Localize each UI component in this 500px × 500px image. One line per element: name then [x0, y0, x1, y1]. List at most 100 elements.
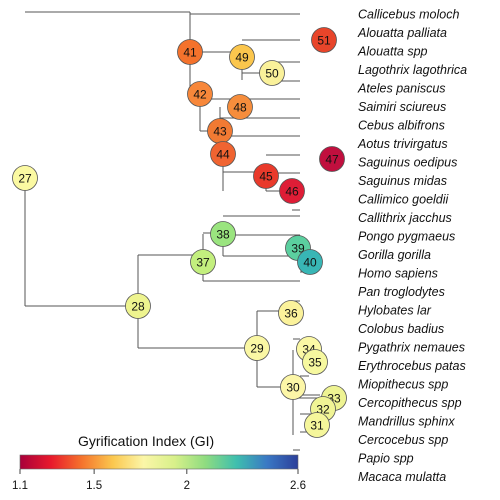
node-label: 44: [216, 148, 230, 162]
node-label: 40: [303, 256, 317, 270]
node-label: 37: [196, 256, 210, 270]
node-label: 38: [216, 228, 230, 242]
taxon-label: Aotus trivirgatus: [357, 137, 448, 151]
taxon-label: Saimiri sciureus: [358, 100, 446, 114]
node-label: 47: [325, 153, 339, 167]
node-label: 28: [131, 300, 145, 314]
tree-node: 48: [227, 94, 253, 120]
taxon-label: Gorilla gorilla: [358, 248, 431, 262]
taxon-label: Callithrix jacchus: [358, 211, 452, 225]
node-circle: [302, 349, 328, 375]
taxon-labels: Callicebus moloch Alouatta palliata Alouat…: [357, 8, 467, 485]
node-label: 49: [235, 51, 249, 65]
taxon-label: Ateles paniscus: [357, 82, 446, 96]
tree-node: 29: [244, 335, 270, 361]
node-circle: [311, 27, 337, 53]
tree-node: 38: [210, 221, 236, 247]
taxon-label: Pygathrix nemaues: [358, 341, 465, 355]
node-label: 48: [233, 101, 247, 115]
taxon-label: Alouatta spp: [357, 45, 428, 59]
tree-node: 49: [229, 44, 255, 70]
node-circle: [253, 163, 279, 189]
node-circle: [244, 335, 270, 361]
taxon-label: Hylobates lar: [358, 304, 432, 318]
legend-tick-label: 2.6: [290, 480, 306, 492]
legend-color-bar: [19, 454, 299, 470]
node-label: 39: [291, 242, 305, 256]
taxon-label: Pan troglodytes: [358, 285, 445, 299]
node-circle: [259, 60, 285, 86]
node-circle: [210, 221, 236, 247]
legend-tick-label: 2: [184, 480, 190, 492]
node-circle: [229, 44, 255, 70]
tree-node: 43: [207, 118, 233, 144]
taxon-label: Alouatta palliata: [357, 26, 447, 40]
node-label: 35: [308, 356, 322, 370]
node-circle: [12, 165, 38, 191]
taxon-label: Miopithecus spp: [358, 378, 448, 392]
taxon-label: Macaca mulatta: [358, 470, 446, 484]
taxon-label: Cercopithecus spp: [358, 396, 462, 410]
taxon-label: Lagothrix lagothrica: [358, 63, 467, 77]
node-circle: [297, 249, 323, 275]
node-label: 41: [183, 46, 197, 60]
color-legend: Gyrification Index (GI) 1.1 1.5 2 2.6: [12, 433, 306, 492]
taxon-label: Homo sapiens: [358, 267, 438, 281]
node-label: 27: [18, 172, 32, 186]
node-circle: [125, 293, 151, 319]
tree-node: 31: [304, 412, 330, 438]
node-circle: [304, 412, 330, 438]
tree-node: 47: [319, 146, 345, 172]
taxon-label: Cercocebus spp: [358, 433, 448, 447]
tree-node: 36: [278, 300, 304, 326]
node-circle: [227, 94, 253, 120]
taxon-label: Callicebus moloch: [358, 8, 459, 22]
taxon-label: Erythrocebus patas: [358, 359, 466, 373]
taxon-label: Papio spp: [358, 452, 414, 466]
node-circle: [280, 374, 306, 400]
tree-node: 28: [125, 293, 151, 319]
tree-node: 45: [253, 163, 279, 189]
tree-node: 50: [259, 60, 285, 86]
tree-node: 46: [279, 178, 305, 204]
node-label: 36: [284, 307, 298, 321]
node-label: 42: [193, 88, 207, 102]
node-label: 43: [213, 125, 227, 139]
tree-node: 27: [12, 165, 38, 191]
node-circle: [319, 146, 345, 172]
node-circle: [278, 300, 304, 326]
tree-node: 51: [311, 27, 337, 53]
node-label: 45: [259, 170, 273, 184]
tree-node: 35: [302, 349, 328, 375]
legend-tick-label: 1.1: [12, 480, 28, 492]
tree-node: 30: [280, 374, 306, 400]
node-circle: [279, 178, 305, 204]
taxon-label: Mandrillus sphinx: [358, 415, 455, 429]
node-label: 51: [317, 34, 331, 48]
node-label: 50: [265, 67, 279, 81]
taxon-label: Callimico goeldii: [358, 193, 450, 207]
node-circle: [187, 81, 213, 107]
taxon-label: Saguinus oedipus: [358, 156, 457, 170]
node-label: 29: [250, 342, 264, 356]
node-circle: [190, 249, 216, 275]
legend-title: Gyrification Index (GI): [78, 433, 214, 449]
node-label: 31: [310, 419, 324, 433]
taxon-label: Colobus badius: [358, 322, 444, 336]
node-label: 30: [286, 381, 300, 395]
node-label: 46: [285, 185, 299, 199]
node-circle: [177, 39, 203, 65]
tree-node: 44: [210, 141, 236, 167]
legend-ticks: 1.1 1.5 2 2.6: [12, 469, 306, 492]
taxon-label: Pongo pygmaeus: [358, 230, 455, 244]
tree-node: 41: [177, 39, 203, 65]
taxon-label: Saguinus midas: [358, 174, 447, 188]
tree-node: 42: [187, 81, 213, 107]
tree-node: 40: [297, 249, 323, 275]
tree-node: 37: [190, 249, 216, 275]
node-circle: [210, 141, 236, 167]
taxon-label: Cebus albifrons: [358, 119, 445, 133]
legend-tick-label: 1.5: [86, 480, 102, 492]
